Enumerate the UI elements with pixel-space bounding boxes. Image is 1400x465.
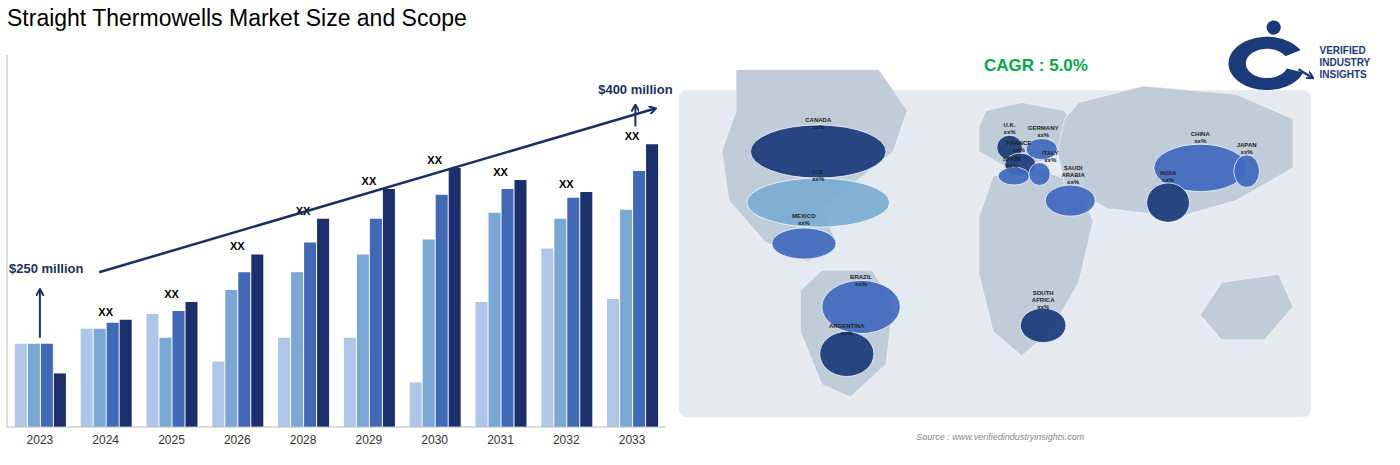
svg-text:$400 million: $400 million: [598, 82, 672, 97]
svg-text:JAPANxx%: JAPANxx%: [1237, 142, 1257, 155]
svg-text:ARGENTINAxx%: ARGENTINAxx%: [829, 323, 865, 336]
html-text:Straight Thermowells Market Si: Straight Thermowells Market Size and Sco…: [7, 5, 467, 31]
svg-text:2030: 2030: [421, 433, 448, 447]
svg-text:CAGR : 5.0%: CAGR : 5.0%: [984, 56, 1088, 75]
svg-text:2028: 2028: [290, 433, 317, 447]
svg-text:SPAINxx%: SPAINxx%: [1003, 156, 1021, 169]
svg-text:XX: XX: [230, 240, 245, 252]
svg-text:SOUTHAFRICAxx%: SOUTHAFRICAxx%: [1032, 290, 1055, 310]
svg-text:MEXICOxx%: MEXICOxx%: [792, 213, 816, 226]
svg-text:FRANCExx%: FRANCExx%: [1006, 140, 1031, 153]
svg-text:ITALYxx%: ITALYxx%: [1042, 150, 1058, 163]
svg-text:XX: XX: [427, 154, 442, 166]
svg-text:XX: XX: [493, 166, 508, 178]
svg-text:2024: 2024: [92, 433, 119, 447]
svg-text:CANADAxx%: CANADAxx%: [805, 117, 832, 130]
svg-text:XX: XX: [164, 288, 179, 300]
svg-text:BRAZILxx%: BRAZILxx%: [850, 274, 872, 287]
svg-text:VERIFIEDINDUSTRYINSIGHTS: VERIFIEDINDUSTRYINSIGHTS: [1320, 45, 1371, 80]
svg-text:U.S.xx%: U.S.xx%: [812, 169, 825, 182]
svg-text:SAUDIARABIAxx%: SAUDIARABIAxx%: [1061, 165, 1085, 185]
svg-text:GERMANYxx%: GERMANYxx%: [1028, 125, 1059, 138]
svg-text:XX: XX: [625, 130, 640, 142]
svg-text:Source : www.verifiedindustryi: Source : www.verifiedindustryinsights.co…: [916, 432, 1085, 442]
svg-text:2031: 2031: [487, 433, 514, 447]
svg-text:CHINAxx%: CHINAxx%: [1191, 131, 1211, 144]
svg-text:2023: 2023: [27, 433, 54, 447]
svg-text:XX: XX: [296, 205, 311, 217]
svg-text:U.K.xx%: U.K.xx%: [1004, 122, 1017, 135]
svg-text:2025: 2025: [158, 433, 185, 447]
svg-text:XX: XX: [98, 306, 113, 318]
svg-text:$250 million: $250 million: [9, 261, 83, 276]
svg-text:2029: 2029: [356, 433, 383, 447]
svg-text:XX: XX: [559, 178, 574, 190]
svg-text:2032: 2032: [553, 433, 580, 447]
svg-text:2026: 2026: [224, 433, 251, 447]
svg-text:XX: XX: [362, 175, 377, 187]
svg-text:INDIAxx%: INDIAxx%: [1160, 170, 1177, 183]
svg-text:2033: 2033: [619, 433, 646, 447]
